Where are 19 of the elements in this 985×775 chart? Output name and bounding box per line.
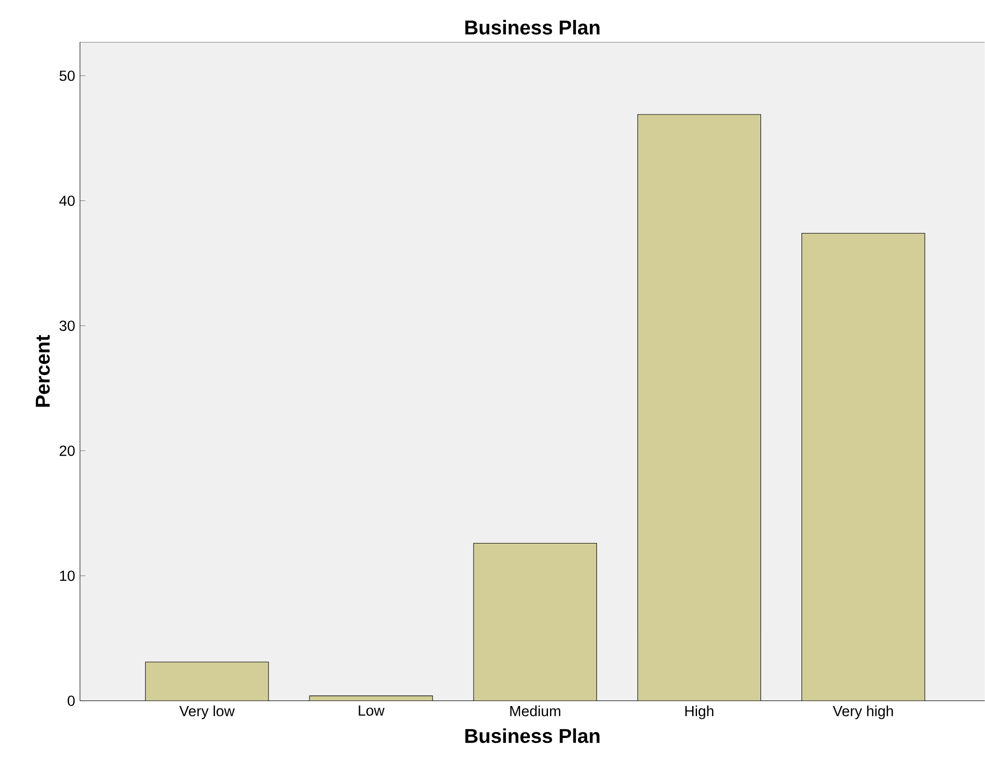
y-tick-label: 10 <box>60 570 75 582</box>
x-tick-label: Very low <box>179 706 235 720</box>
x-tick-label: High <box>685 706 714 720</box>
bar <box>473 543 597 701</box>
bar <box>802 233 926 701</box>
y-tick-label: 40 <box>59 196 75 206</box>
y-tick-label: 0 <box>68 696 75 706</box>
y-tick-label: 20 <box>60 446 75 456</box>
x-axis-title: Business Plan <box>465 728 600 744</box>
bar <box>637 114 762 701</box>
x-tick-label: Medium <box>510 706 560 716</box>
y-tick-label: 50 <box>60 70 75 82</box>
y-axis-title: Percent <box>36 335 50 407</box>
bar <box>145 662 269 701</box>
bar <box>309 696 433 701</box>
chart-title: Business Plan <box>465 20 600 35</box>
y-tick-label: 30 <box>60 320 75 332</box>
x-tick-label: Low <box>358 706 385 716</box>
x-tick-label: Very high <box>832 706 893 720</box>
